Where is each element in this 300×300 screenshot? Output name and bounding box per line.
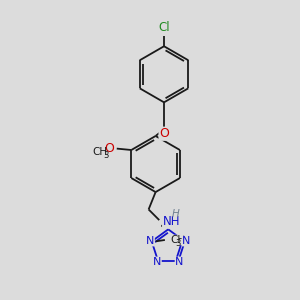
Text: Cl: Cl [158, 21, 170, 34]
Text: 3: 3 [175, 239, 181, 248]
Text: N: N [146, 236, 154, 246]
Text: H: H [172, 209, 180, 220]
Text: CH: CH [170, 235, 186, 245]
Text: N: N [182, 236, 190, 246]
Text: O: O [159, 127, 169, 140]
Text: 3: 3 [103, 151, 108, 160]
Text: CH: CH [92, 147, 107, 157]
Text: N: N [175, 257, 184, 267]
Text: NH: NH [163, 215, 180, 228]
Text: N: N [153, 257, 161, 267]
Text: O: O [105, 142, 115, 154]
